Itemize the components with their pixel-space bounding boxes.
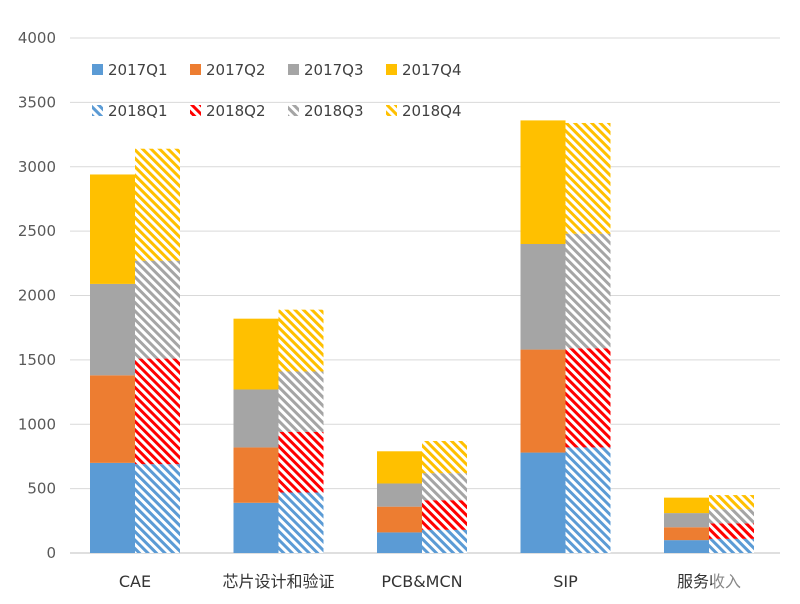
bar-segment bbox=[377, 506, 422, 533]
bar-segment bbox=[520, 452, 566, 553]
bar-segment bbox=[565, 348, 611, 448]
bar-segment bbox=[135, 260, 180, 359]
bar-segment bbox=[565, 447, 611, 553]
gridlines bbox=[70, 37, 780, 554]
bar-segment bbox=[90, 462, 135, 553]
bar-segment bbox=[664, 497, 709, 514]
bar-segment bbox=[278, 309, 324, 372]
bar-segment bbox=[377, 451, 422, 484]
bars bbox=[90, 120, 754, 553]
bar-segment bbox=[233, 447, 279, 503]
legend-swatch bbox=[288, 64, 299, 75]
category-label: 服务收入 bbox=[677, 572, 741, 591]
bar-segment bbox=[90, 283, 135, 376]
bar-segment bbox=[709, 523, 754, 539]
bar-segment bbox=[233, 502, 279, 553]
bar-segment bbox=[520, 349, 566, 453]
bar-segment bbox=[233, 389, 279, 448]
legend-swatch bbox=[92, 105, 103, 116]
legend-label: 2017Q1 bbox=[108, 61, 168, 79]
x-axis-categories: CAE 芯片设计和验证 PCB&MCN SIP 服务收入 bbox=[119, 572, 741, 591]
bar-segment bbox=[135, 358, 180, 465]
bar-segment bbox=[664, 513, 709, 528]
legend-swatch bbox=[92, 64, 103, 75]
legend-swatch bbox=[190, 64, 201, 75]
bar-segment bbox=[233, 318, 279, 390]
y-tick-label: 2500 bbox=[18, 222, 56, 240]
legend: 2017Q1 2017Q2 2017Q3 2017Q4 2018Q1 2018Q2 2018… bbox=[92, 61, 462, 120]
legend-swatch bbox=[190, 105, 201, 116]
bar-segment bbox=[709, 538, 754, 553]
y-tick-label: 3000 bbox=[18, 158, 56, 176]
legend-swatch bbox=[386, 64, 397, 75]
y-tick-label: 0 bbox=[46, 544, 56, 562]
y-axis-ticks: 0 500 1000 1500 2000 2500 3000 3500 4000 bbox=[18, 29, 56, 562]
bar-segment bbox=[709, 509, 754, 524]
y-tick-label: 2000 bbox=[18, 287, 56, 305]
legend-label: 2018Q3 bbox=[304, 102, 364, 120]
y-tick-label: 4000 bbox=[18, 29, 56, 47]
bar-segment bbox=[664, 527, 709, 541]
bar-segment bbox=[565, 122, 611, 234]
watermark bbox=[712, 570, 798, 602]
bar-segment bbox=[709, 495, 754, 510]
bar-segment bbox=[422, 473, 467, 501]
legend-label: 2018Q4 bbox=[402, 102, 462, 120]
bar-segment bbox=[565, 233, 611, 349]
bar-segment bbox=[520, 244, 566, 350]
legend-label: 2017Q4 bbox=[402, 61, 462, 79]
bar-segment bbox=[422, 529, 467, 553]
bar-segment bbox=[377, 483, 422, 507]
legend-swatch bbox=[288, 105, 299, 116]
bar-segment bbox=[422, 440, 467, 474]
bar-segment bbox=[135, 148, 180, 261]
category-label: PCB&MCN bbox=[381, 572, 462, 591]
bar-segment bbox=[377, 532, 422, 553]
bar-segment bbox=[278, 431, 324, 493]
bar-segment bbox=[422, 500, 467, 530]
legend-label: 2018Q2 bbox=[206, 102, 266, 120]
y-tick-label: 1000 bbox=[18, 415, 56, 433]
bar-segment bbox=[520, 120, 566, 244]
legend-label: 2017Q2 bbox=[206, 61, 266, 79]
bar-segment bbox=[278, 492, 324, 553]
category-label: 芯片设计和验证 bbox=[222, 572, 334, 591]
y-tick-label: 3500 bbox=[18, 93, 56, 111]
bar-segment bbox=[90, 174, 135, 284]
legend-label: 2018Q1 bbox=[108, 102, 168, 120]
category-label: SIP bbox=[553, 572, 578, 591]
legend-swatch bbox=[386, 105, 397, 116]
category-label: CAE bbox=[119, 572, 151, 591]
bar-segment bbox=[278, 371, 324, 432]
bar-segment bbox=[664, 540, 709, 553]
y-tick-label: 1500 bbox=[18, 351, 56, 369]
legend-label: 2017Q3 bbox=[304, 61, 364, 79]
bar-segment bbox=[90, 375, 135, 463]
y-tick-label: 500 bbox=[27, 480, 56, 498]
bar-segment bbox=[135, 464, 180, 553]
